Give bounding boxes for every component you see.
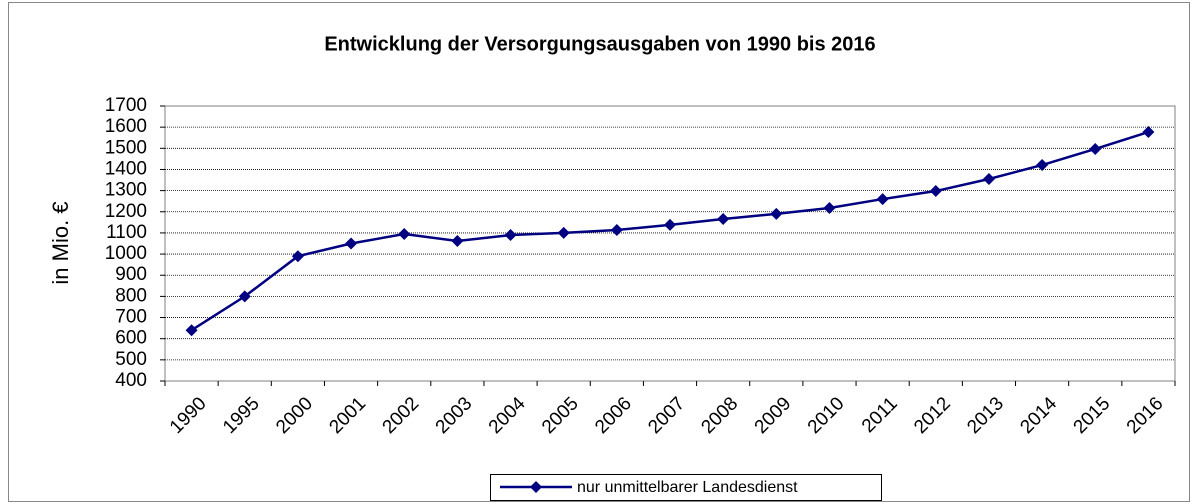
plot-area: [164, 105, 1176, 382]
marker: [291, 250, 304, 263]
marker: [876, 193, 889, 206]
marker: [717, 212, 730, 225]
y-tick-label: 800: [115, 285, 147, 306]
legend: nur unmittelbarer Landesdienst: [490, 474, 882, 501]
chart-title: Entwicklung der Versorgungsausgaben von …: [324, 33, 875, 55]
y-tick-label: 1000: [105, 243, 147, 264]
y-tick-label: 900: [115, 264, 147, 285]
y-tick-label: 600: [115, 328, 147, 349]
marker: [1036, 159, 1049, 172]
marker: [982, 172, 995, 185]
legend-marker: [530, 481, 542, 493]
marker: [770, 207, 783, 220]
y-tick-label: 400: [115, 370, 147, 391]
y-tick-label: 1400: [105, 158, 147, 179]
marker: [345, 237, 358, 250]
marker: [504, 229, 517, 242]
marker: [664, 218, 676, 231]
y-tick-label: 1600: [105, 116, 147, 137]
legend-label: nur unmittelbarer Landesdienst: [577, 479, 798, 496]
y-tick-label: 1100: [106, 222, 147, 243]
marker: [557, 226, 570, 239]
y-axis-label: in Mio. €: [48, 201, 73, 284]
marker: [1142, 126, 1155, 139]
marker: [610, 223, 623, 236]
marker: [451, 234, 464, 247]
y-tick-label: 700: [115, 307, 147, 328]
y-tick-label: 1200: [105, 201, 147, 222]
marker: [238, 290, 251, 303]
legend-box: [490, 474, 882, 501]
marker: [929, 185, 942, 198]
y-tick-label: 500: [115, 349, 147, 370]
y-tick-label: 1700: [105, 95, 147, 116]
marker: [823, 201, 836, 214]
y-tick-label: 1500: [105, 137, 147, 158]
y-tick-label: 1300: [105, 180, 147, 201]
marker: [398, 227, 411, 240]
marker: [185, 324, 198, 337]
marker: [1089, 142, 1102, 155]
